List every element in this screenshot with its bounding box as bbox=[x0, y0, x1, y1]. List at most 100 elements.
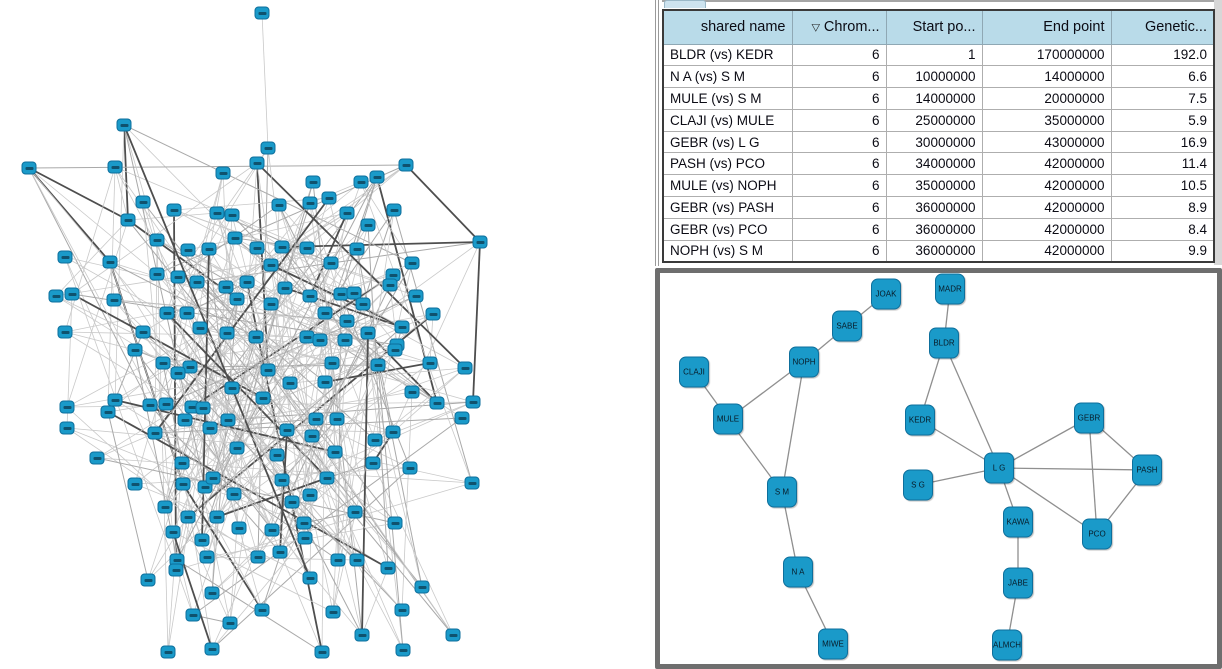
network-node[interactable] bbox=[179, 306, 195, 320]
network-node[interactable] bbox=[385, 425, 401, 439]
network-node[interactable] bbox=[365, 456, 381, 470]
table-row[interactable]: MULE (vs) S M 6 14000000 20000000 7.5 bbox=[662, 87, 1215, 110]
network-node[interactable] bbox=[325, 605, 341, 619]
network-node[interactable] bbox=[339, 206, 355, 220]
network-node[interactable] bbox=[249, 156, 265, 170]
network-node[interactable] bbox=[349, 553, 365, 567]
network-node[interactable] bbox=[425, 307, 441, 321]
network-node[interactable] bbox=[155, 356, 171, 370]
network-node[interactable] bbox=[386, 203, 402, 217]
network-node[interactable] bbox=[380, 561, 396, 575]
network-node[interactable] bbox=[166, 203, 182, 217]
node-pash[interactable]: PASH bbox=[1132, 454, 1162, 486]
network-node[interactable] bbox=[370, 358, 386, 372]
table-row[interactable]: GEBR (vs) PCO 6 36000000 42000000 8.4 bbox=[662, 217, 1215, 241]
network-node[interactable] bbox=[277, 281, 293, 295]
network-node[interactable] bbox=[64, 287, 80, 301]
network-node[interactable] bbox=[165, 525, 181, 539]
column-header-3[interactable]: End point bbox=[981, 9, 1112, 45]
node-mule[interactable]: MULE bbox=[713, 403, 743, 435]
overview-network-panel[interactable] bbox=[0, 0, 655, 669]
node-s-m[interactable]: S M bbox=[767, 476, 797, 508]
network-node[interactable] bbox=[404, 385, 420, 399]
subnetwork-panel[interactable]: JOAK SABE NOPH CLAJI MULE S M N A MIWE MADR BLDR K… bbox=[655, 268, 1222, 669]
network-node[interactable] bbox=[106, 293, 122, 307]
network-node[interactable] bbox=[120, 213, 136, 227]
table-row[interactable]: GEBR (vs) L G 6 30000000 43000000 16.9 bbox=[662, 130, 1215, 154]
network-node[interactable] bbox=[127, 343, 143, 357]
network-node[interactable] bbox=[48, 289, 64, 303]
network-node[interactable] bbox=[149, 233, 165, 247]
table-row[interactable]: MULE (vs) NOPH 6 35000000 42000000 10.5 bbox=[662, 174, 1215, 198]
network-node[interactable] bbox=[317, 306, 333, 320]
node-pco[interactable]: PCO bbox=[1082, 518, 1112, 550]
network-node[interactable] bbox=[279, 423, 295, 437]
node-s-g[interactable]: S G bbox=[903, 469, 933, 501]
network-node[interactable] bbox=[387, 516, 403, 530]
network-node[interactable] bbox=[194, 533, 210, 547]
network-node[interactable] bbox=[140, 573, 156, 587]
table-row[interactable]: GEBR (vs) PASH 6 36000000 42000000 8.9 bbox=[662, 196, 1215, 219]
network-node[interactable] bbox=[408, 289, 424, 303]
network-node[interactable] bbox=[180, 510, 196, 524]
network-node[interactable] bbox=[302, 196, 318, 210]
network-node[interactable] bbox=[274, 473, 290, 487]
network-node[interactable] bbox=[159, 306, 175, 320]
network-node[interactable] bbox=[337, 333, 353, 347]
network-node[interactable] bbox=[382, 278, 398, 292]
column-header-4[interactable]: Genetic... bbox=[1110, 9, 1215, 45]
network-node[interactable] bbox=[135, 195, 151, 209]
network-node[interactable] bbox=[157, 500, 173, 514]
node-joak[interactable]: JOAK bbox=[871, 278, 901, 310]
network-node[interactable] bbox=[21, 161, 37, 175]
network-node[interactable] bbox=[457, 361, 473, 375]
network-node[interactable] bbox=[227, 231, 243, 245]
network-node[interactable] bbox=[346, 286, 362, 300]
network-node[interactable] bbox=[319, 471, 335, 485]
network-node[interactable] bbox=[195, 401, 211, 415]
network-node[interactable] bbox=[201, 242, 217, 256]
network-node[interactable] bbox=[263, 297, 279, 311]
network-node[interactable] bbox=[59, 400, 75, 414]
node-l-g[interactable]: L G bbox=[984, 452, 1014, 484]
network-node[interactable] bbox=[314, 645, 330, 659]
right-scroll-strip[interactable] bbox=[1214, 0, 1222, 265]
network-node[interactable] bbox=[312, 333, 328, 347]
network-node[interactable] bbox=[404, 256, 420, 270]
network-node[interactable] bbox=[57, 325, 73, 339]
network-node[interactable] bbox=[170, 270, 186, 284]
network-node[interactable] bbox=[180, 243, 196, 257]
network-node[interactable] bbox=[204, 586, 220, 600]
network-node[interactable] bbox=[192, 321, 208, 335]
network-node[interactable] bbox=[147, 426, 163, 440]
network-node[interactable] bbox=[429, 396, 445, 410]
node-madr[interactable]: MADR bbox=[935, 273, 965, 305]
network-node[interactable] bbox=[297, 531, 313, 545]
network-node[interactable] bbox=[323, 256, 339, 270]
network-node[interactable] bbox=[327, 445, 343, 459]
network-node[interactable] bbox=[272, 545, 288, 559]
network-node[interactable] bbox=[220, 413, 236, 427]
network-node[interactable] bbox=[174, 456, 190, 470]
network-node[interactable] bbox=[59, 421, 75, 435]
network-node[interactable] bbox=[199, 550, 215, 564]
network-node[interactable] bbox=[324, 356, 340, 370]
network-node[interactable] bbox=[229, 441, 245, 455]
network-node[interactable] bbox=[305, 175, 321, 189]
network-node[interactable] bbox=[321, 191, 337, 205]
node-kawa[interactable]: KAWA bbox=[1003, 506, 1033, 538]
network-node[interactable] bbox=[177, 413, 193, 427]
panel-splitter[interactable] bbox=[655, 0, 659, 266]
network-node[interactable] bbox=[387, 343, 403, 357]
network-node[interactable] bbox=[302, 289, 318, 303]
network-node[interactable] bbox=[202, 421, 218, 435]
network-node[interactable] bbox=[402, 461, 418, 475]
network-node[interactable] bbox=[127, 477, 143, 491]
network-node[interactable] bbox=[226, 487, 242, 501]
network-node[interactable] bbox=[302, 571, 318, 585]
network-node[interactable] bbox=[282, 376, 298, 390]
network-node[interactable] bbox=[454, 411, 470, 425]
network-node[interactable] bbox=[367, 433, 383, 447]
network-node[interactable] bbox=[296, 516, 312, 530]
column-header-0[interactable]: shared name bbox=[662, 9, 793, 45]
